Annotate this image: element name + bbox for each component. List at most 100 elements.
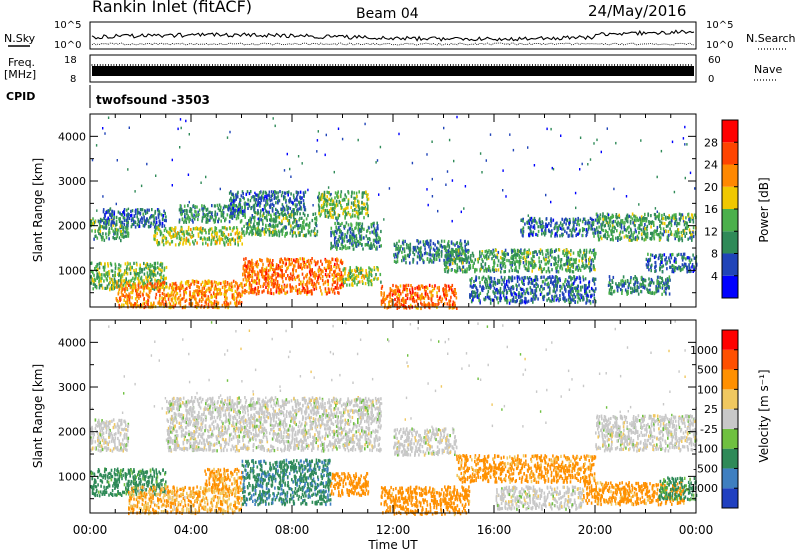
power-cell-1: [98, 280, 100, 284]
power-cell-7: [267, 228, 269, 232]
power-cell-6: [289, 276, 291, 280]
power-cell-4: [156, 239, 158, 243]
power-cell-14: [488, 267, 491, 271]
power-cell-14: [455, 250, 457, 254]
power-cell-0: [105, 232, 107, 236]
power-cell-11: [365, 274, 367, 278]
power-cell-14: [492, 266, 494, 270]
power-cell-3: [235, 296, 238, 300]
power-cell-8: [293, 208, 295, 212]
power-cell-6: [267, 259, 270, 263]
power-cell-9: [351, 213, 354, 217]
power-cell-7: [294, 231, 296, 235]
power-cell-10: [377, 240, 380, 244]
power-cell-3: [227, 302, 230, 306]
power-cell-8: [280, 194, 283, 198]
power-cell-6: [248, 281, 251, 285]
power-cell-1: [143, 261, 145, 266]
power-cell-12: [438, 301, 440, 305]
power-cell-4: [210, 241, 213, 245]
freq-panel: [89, 54, 697, 83]
power-cell-3: [162, 284, 164, 288]
power-cell-6: [279, 265, 282, 269]
power-cell-12: [423, 301, 425, 305]
power-cell-6: [275, 263, 278, 267]
power-cell-6: [262, 284, 264, 288]
power-cell-4: [173, 228, 175, 232]
power-cell-6: [302, 280, 305, 284]
power-cell-14: [466, 270, 468, 274]
power-cell-4: [192, 233, 195, 238]
power-cell-11: [344, 269, 346, 273]
power-cell-3: [128, 292, 130, 296]
power-cell-7: [252, 225, 254, 229]
power-cell-6: [308, 281, 310, 285]
power-cell-13: [440, 250, 443, 254]
power-cell-0: [94, 220, 97, 224]
power-cell-9: [330, 215, 333, 219]
power-cell-14: [518, 266, 521, 270]
power-cell-7: [303, 219, 305, 223]
power-cell-15: [581, 285, 584, 289]
power-cell-4: [234, 238, 236, 242]
power-cell-10: [341, 243, 343, 247]
power-cell-7: [253, 225, 256, 229]
power-cell-6: [335, 266, 338, 270]
power-cell-9: [333, 212, 336, 216]
power-cell-8: [257, 198, 259, 202]
power-cell-7: [249, 230, 252, 234]
power-cell-14: [501, 250, 503, 254]
power-cell-7: [261, 227, 264, 231]
power-cell-8: [287, 190, 290, 194]
power-cell-7: [265, 230, 267, 234]
power-cell-7: [273, 229, 275, 233]
power-cell-4: [196, 241, 198, 245]
power-cell-1: [159, 263, 161, 267]
power-cell-9: [326, 199, 329, 203]
power-cell-3: [146, 293, 149, 297]
power-cell-14: [461, 258, 463, 262]
power-cell-6: [316, 280, 318, 284]
power-cell-9: [353, 201, 355, 205]
power-cell-1: [150, 278, 153, 282]
power-cell-6: [259, 258, 261, 262]
power-cell-14: [528, 260, 530, 265]
power-cell-2: [121, 213, 123, 217]
power-cell-14: [506, 258, 508, 263]
power-cell-2: [122, 216, 125, 220]
power-cell-12: [455, 296, 458, 300]
power-cell-2: [131, 223, 134, 227]
power-cell-4: [237, 234, 240, 238]
power-cell-0: [126, 221, 128, 225]
power-cell-6: [334, 262, 336, 266]
power-cell-4: [236, 236, 239, 240]
power-cell-3: [175, 287, 178, 291]
power-cell-6: [281, 276, 284, 280]
power-cell-3: [237, 285, 239, 289]
power-cell-1: [135, 269, 137, 273]
power-cell-6: [302, 262, 305, 266]
power-cell-9: [337, 216, 339, 220]
power-cell-6: [248, 286, 251, 290]
power-cell-9: [360, 206, 363, 210]
power-cell-8: [257, 209, 259, 213]
power-cell-11: [356, 269, 359, 273]
power-cell-7: [293, 217, 296, 221]
power-cell-11: [348, 274, 351, 279]
power-cell-6: [244, 288, 246, 293]
power-cell-14: [484, 267, 487, 271]
power-cell-10: [377, 227, 379, 231]
power-cell-4: [199, 236, 202, 240]
power-cell-6: [256, 265, 259, 269]
power-cell-1: [165, 281, 168, 286]
power-cell-12: [432, 294, 434, 298]
power-cell-1: [143, 267, 146, 271]
power-cell-12: [444, 295, 446, 299]
power-cell-14: [465, 270, 467, 274]
power-cell-12: [448, 303, 451, 307]
power-cell-9: [365, 207, 367, 211]
power-cell-14: [451, 261, 454, 265]
power-cell-7: [301, 226, 303, 230]
power-cell-10: [333, 233, 336, 237]
power-cell-8: [265, 210, 268, 214]
